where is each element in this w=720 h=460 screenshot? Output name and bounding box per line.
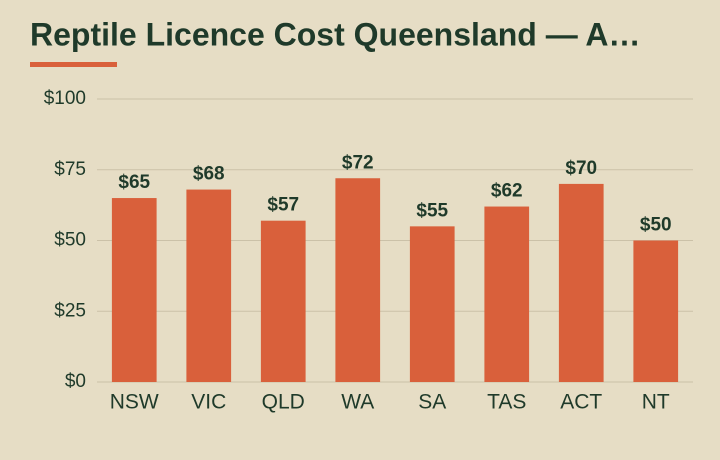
value-label: $70 [565,158,597,179]
bar [260,220,306,382]
chart-title: Reptile Licence Cost Queensland — A… [30,16,641,52]
value-label: $65 [118,172,150,193]
x-tick-label: NSW [110,391,159,414]
value-label: $62 [491,181,523,202]
x-tick-label: TAS [487,391,526,414]
bar [484,206,530,382]
x-tick-label: WA [341,391,374,414]
x-tick-label: NT [642,391,670,414]
y-tick-label: $25 [54,300,86,321]
bar [186,189,232,382]
bar [335,178,381,382]
bar [633,240,679,382]
x-tick-label: ACT [560,391,602,414]
x-tick-label: VIC [191,391,226,414]
value-label: $55 [416,200,448,221]
y-tick-label: $100 [44,88,86,109]
bar [558,183,604,382]
y-tick-label: $50 [54,230,86,251]
y-tick-label: $75 [54,159,86,180]
value-label: $68 [193,164,225,185]
value-label: $57 [267,195,299,216]
x-tick-label: QLD [262,391,305,414]
bar [111,198,157,382]
bar [409,226,455,382]
value-label: $50 [640,215,672,236]
x-tick-label: SA [418,391,446,414]
title-accent [30,62,117,67]
y-tick-label: $0 [65,371,86,392]
value-label: $72 [342,152,374,173]
